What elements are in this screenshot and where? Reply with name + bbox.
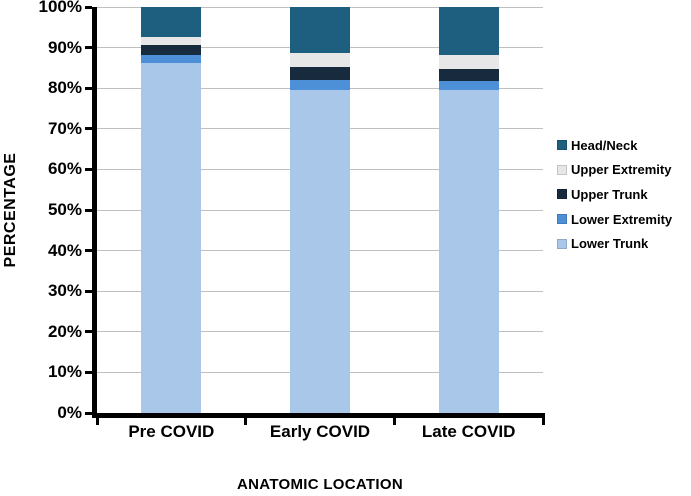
y-tick-mark-10: [85, 370, 92, 374]
legend-label: Head/Neck: [571, 137, 638, 153]
y-tick-mark-100: [85, 5, 92, 9]
bar-segment-late-covid-lower-trunk: [438, 90, 499, 413]
y-tick-mark-90: [85, 46, 92, 50]
bar-segment-early-covid-upper-trunk: [290, 67, 350, 80]
y-tick-label-40: 40%: [47, 240, 82, 260]
category-label-early-covid: Early COVID: [269, 422, 371, 441]
legend-item-lower-extremity: Lower Extremity: [557, 207, 672, 232]
legend-swatch-icon: [557, 214, 567, 225]
y-tick-label-100: 100%: [38, 0, 82, 16]
legend-label: Lower Extremity: [571, 211, 673, 227]
legend-swatch-icon: [557, 238, 567, 249]
y-tick-label-70: 70%: [47, 118, 82, 138]
legend-item-lower-trunk: Lower Trunk: [557, 231, 672, 256]
y-tick-label-20: 20%: [47, 321, 82, 341]
y-tick-label-60: 60%: [47, 159, 82, 179]
legend: Head/Neck Upper Extremity Upper Trunk Lower…: [557, 133, 672, 256]
category-label-pre-covid: Pre COVID: [128, 422, 215, 441]
bar-segment-late-covid-lower-extremity: [438, 81, 499, 91]
legend-swatch-icon: [557, 164, 567, 175]
bar-segment-pre-covid-head-neck: [141, 7, 202, 37]
y-tick-mark-50: [85, 208, 92, 212]
bar-segment-late-covid-upper-trunk: [438, 68, 499, 82]
legend-swatch-icon: [557, 189, 567, 200]
x-axis-line: [92, 413, 545, 418]
plot-area: [97, 6, 543, 413]
x-tick-mark-0: [95, 418, 99, 425]
bar-segment-late-covid-upper-extremity: [438, 54, 499, 69]
x-tick-mark-3: [541, 418, 545, 425]
x-axis-title: ANATOMIC LOCATION: [237, 476, 403, 493]
bar-segment-pre-covid-lower-trunk: [141, 62, 202, 413]
y-tick-label-30: 30%: [47, 281, 82, 301]
bar-segment-early-covid-head-neck: [290, 7, 350, 54]
y-axis-line: [92, 7, 97, 418]
bar-segment-late-covid-head-neck: [438, 7, 499, 55]
y-tick-mark-0: [85, 411, 92, 415]
y-tick-label-0: 0%: [57, 403, 82, 422]
legend-label: Upper Extremity: [571, 162, 672, 178]
y-tick-label-90: 90%: [47, 37, 82, 57]
bar-segment-early-covid-upper-extremity: [290, 53, 350, 68]
y-tick-mark-30: [85, 289, 92, 293]
y-tick-mark-70: [85, 127, 92, 131]
legend-item-upper-trunk: Upper Trunk: [557, 182, 672, 207]
bar-segment-pre-covid-upper-extremity: [141, 36, 202, 46]
legend-label: Lower Trunk: [571, 236, 649, 252]
category-label-late-covid: Late COVID: [421, 422, 516, 441]
y-tick-mark-60: [85, 167, 92, 171]
y-tick-mark-20: [85, 330, 92, 334]
legend-item-upper-extremity: Upper Extremity: [557, 158, 672, 183]
legend-label: Upper Trunk: [571, 186, 648, 202]
x-tick-mark-1: [244, 418, 248, 425]
bar-segment-early-covid-lower-extremity: [290, 79, 350, 90]
y-tick-mark-40: [85, 249, 92, 253]
x-tick-mark-2: [392, 418, 396, 425]
legend-item-head-neck: Head/Neck: [557, 133, 672, 158]
y-tick-label-10: 10%: [47, 362, 82, 382]
bar-segment-early-covid-lower-trunk: [290, 89, 350, 413]
bar-segment-pre-covid-upper-trunk: [141, 45, 202, 55]
bar-segment-pre-covid-lower-extremity: [141, 54, 202, 63]
legend-swatch-icon: [557, 140, 567, 151]
y-tick-label-50: 50%: [47, 200, 82, 219]
y-tick-label-80: 80%: [47, 78, 82, 98]
y-tick-mark-80: [85, 86, 92, 90]
